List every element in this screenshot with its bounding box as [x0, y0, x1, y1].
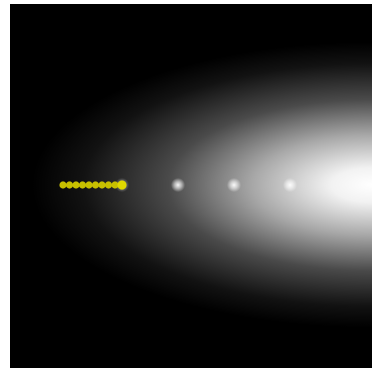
food-pellet — [171, 178, 185, 192]
snake-segment — [78, 181, 87, 189]
agent-snake — [59, 180, 127, 190]
snake-segment — [98, 181, 106, 189]
snake-segment — [111, 181, 119, 189]
food-pellet — [283, 178, 297, 192]
snake-segment — [72, 181, 80, 189]
snake-head — [117, 180, 127, 190]
snake-segment — [104, 181, 113, 189]
snake-segment — [85, 181, 93, 189]
snake-segment — [59, 181, 67, 189]
snake-segment — [65, 181, 74, 189]
snake-segment — [91, 181, 100, 189]
game-viewport — [10, 4, 372, 368]
food-pellet — [227, 178, 241, 192]
